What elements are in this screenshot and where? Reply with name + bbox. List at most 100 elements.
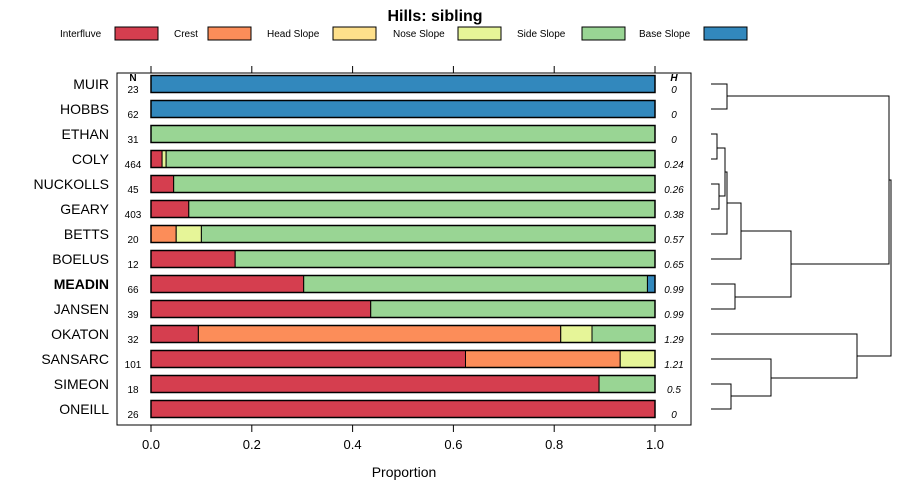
- row-count-meadin: 66: [127, 285, 139, 296]
- bar-row-oneill: [150, 399, 656, 419]
- bar-segment-jansen-side-slope: [370, 300, 656, 318]
- row-count-boelus: 12: [127, 260, 139, 271]
- dendrogram-merge-nuckolls-geary: [711, 183, 720, 210]
- row-label-sansarc: SANSARC: [41, 351, 109, 367]
- bar-segment-meadin-interfluve: [150, 275, 305, 293]
- row-count-geary: 403: [125, 210, 142, 221]
- bars-group: [150, 74, 656, 419]
- legend: Interfluve Crest Head Slope Nose Slope Side …: [60, 26, 748, 41]
- legend-swatch-base-slope: [703, 26, 748, 41]
- bar-outline-boelus: [150, 249, 656, 269]
- bar-segment-coly-side-slope: [165, 150, 656, 168]
- bar-segment-okaton-nose-slope: [560, 325, 593, 343]
- bar-segment-geary-side-slope: [188, 200, 656, 218]
- legend-swatch-interfluve: [114, 26, 159, 41]
- row-count-betts: 20: [127, 235, 139, 246]
- row-label-nuckolls: NUCKOLLS: [34, 176, 109, 192]
- row-h-oneill: 0: [671, 410, 677, 421]
- chart-title: Hills: sibling: [387, 8, 482, 25]
- bar-row-betts: [150, 224, 656, 244]
- x-axis-title: Proportion: [372, 464, 437, 480]
- dendrogram-merge-muir-hobbs: [711, 83, 728, 110]
- bar-segment-nuckolls-side-slope: [173, 175, 656, 193]
- legend-swatch-nose-slope: [457, 26, 502, 41]
- row-labels: MUIR 23 0 HOBBS 62 0 ETHAN 31 0 COLY 464 0.24 NUCKOL…: [34, 76, 685, 421]
- legend-label-head-slope: Head Slope: [267, 29, 320, 40]
- bar-row-sansarc: [150, 349, 656, 369]
- row-count-oneill: 26: [127, 410, 139, 421]
- row-h-geary: 0.38: [664, 210, 684, 221]
- row-h-betts: 0.57: [664, 235, 684, 246]
- bar-outline-betts: [150, 224, 656, 244]
- count-column-header: N: [129, 73, 136, 84]
- row-h-ethan: 0: [671, 135, 677, 146]
- bar-segment-betts-nose-slope: [175, 225, 202, 243]
- legend-swatch-crest: [207, 26, 252, 41]
- bar-row-muir: [150, 74, 656, 94]
- legend-label-base-slope: Base Slope: [639, 29, 691, 40]
- row-label-simeon: SIMEON: [54, 376, 109, 392]
- bar-segment-simeon-side-slope: [598, 375, 656, 393]
- top-axis-ticks: [150, 66, 656, 73]
- row-label-ethan: ETHAN: [62, 126, 109, 142]
- legend-label-crest: Crest: [174, 29, 198, 40]
- row-h-nuckolls: 0.26: [664, 185, 684, 196]
- dendrogram-merge-boelus: [711, 202, 742, 260]
- bar-outline-sansarc: [150, 349, 656, 369]
- row-label-okaton: OKATON: [51, 326, 109, 342]
- h-column-header: H: [670, 73, 678, 84]
- dendrogram-merge-meadin-jansen: [711, 283, 736, 310]
- bar-segment-meadin-base-slope: [646, 275, 656, 293]
- row-h-simeon: 0.5: [667, 385, 681, 396]
- plot-frame: [116, 72, 692, 426]
- row-h-coly: 0.24: [664, 160, 684, 171]
- bar-outline-nuckolls: [150, 174, 656, 194]
- bar-segment-ethan-side-slope: [150, 125, 656, 143]
- bar-row-meadin: [150, 274, 656, 294]
- bar-segment-hobbs-base-slope: [150, 100, 656, 118]
- bar-outline-meadin: [150, 274, 656, 294]
- bar-segment-okaton-crest: [197, 325, 562, 343]
- x-tick-label-5: 1.0: [646, 437, 664, 452]
- row-label-boelus: BOELUS: [52, 251, 109, 267]
- bar-segment-betts-side-slope: [200, 225, 656, 243]
- x-tick-label-0: 0.0: [142, 437, 160, 452]
- row-count-okaton: 32: [127, 335, 139, 346]
- x-axis: 0.0 0.2 0.4 0.6 0.8 1.0: [142, 425, 664, 452]
- dendrogram-merge-okaton: [711, 333, 858, 379]
- bar-outline-okaton: [150, 324, 656, 344]
- bar-segment-boelus-interfluve: [150, 250, 236, 268]
- row-count-simeon: 18: [127, 385, 139, 396]
- row-h-hobbs: 0: [671, 110, 677, 121]
- dendrogram-merge-coly-nuckolls: [711, 133, 718, 160]
- bar-segment-sansarc-nose-slope: [619, 350, 656, 368]
- x-tick-label-1: 0.2: [243, 437, 261, 452]
- bar-segment-nuckolls-interfluve: [150, 175, 175, 193]
- bar-segment-sansarc-crest: [464, 350, 621, 368]
- row-h-jansen: 0.99: [664, 310, 684, 321]
- row-count-jansen: 39: [127, 310, 139, 321]
- x-tick-label-4: 0.8: [545, 437, 563, 452]
- dendrogram-merge-simeon-oneill: [711, 383, 732, 410]
- row-label-jansen: JANSEN: [54, 301, 109, 317]
- legend-label-nose-slope: Nose Slope: [393, 29, 445, 40]
- bar-segment-oneill-interfluve: [150, 400, 656, 418]
- dendrogram-merge-coly-geary-cluster: [717, 147, 726, 197]
- row-label-coly: COLY: [72, 151, 110, 167]
- bar-outline-coly: [150, 149, 656, 169]
- bar-outline-simeon: [150, 374, 656, 394]
- dendrogram-merge-sansarc: [711, 358, 772, 397]
- bar-row-coly: [150, 149, 656, 169]
- bar-segment-boelus-side-slope: [234, 250, 656, 268]
- bar-row-boelus: [150, 249, 656, 269]
- row-count-ethan: 31: [127, 135, 139, 146]
- bar-segment-okaton-interfluve: [150, 325, 199, 343]
- row-count-hobbs: 62: [127, 110, 139, 121]
- dendrogram-merge-side-slope-cluster: [735, 230, 792, 298]
- bar-segment-meadin-side-slope: [303, 275, 648, 293]
- row-label-betts: BETTS: [64, 226, 109, 242]
- bar-row-ethan: [150, 124, 656, 144]
- x-tick-label-3: 0.6: [444, 437, 462, 452]
- bar-segment-coly-nose-slope: [161, 150, 167, 168]
- row-label-muir: MUIR: [73, 76, 109, 92]
